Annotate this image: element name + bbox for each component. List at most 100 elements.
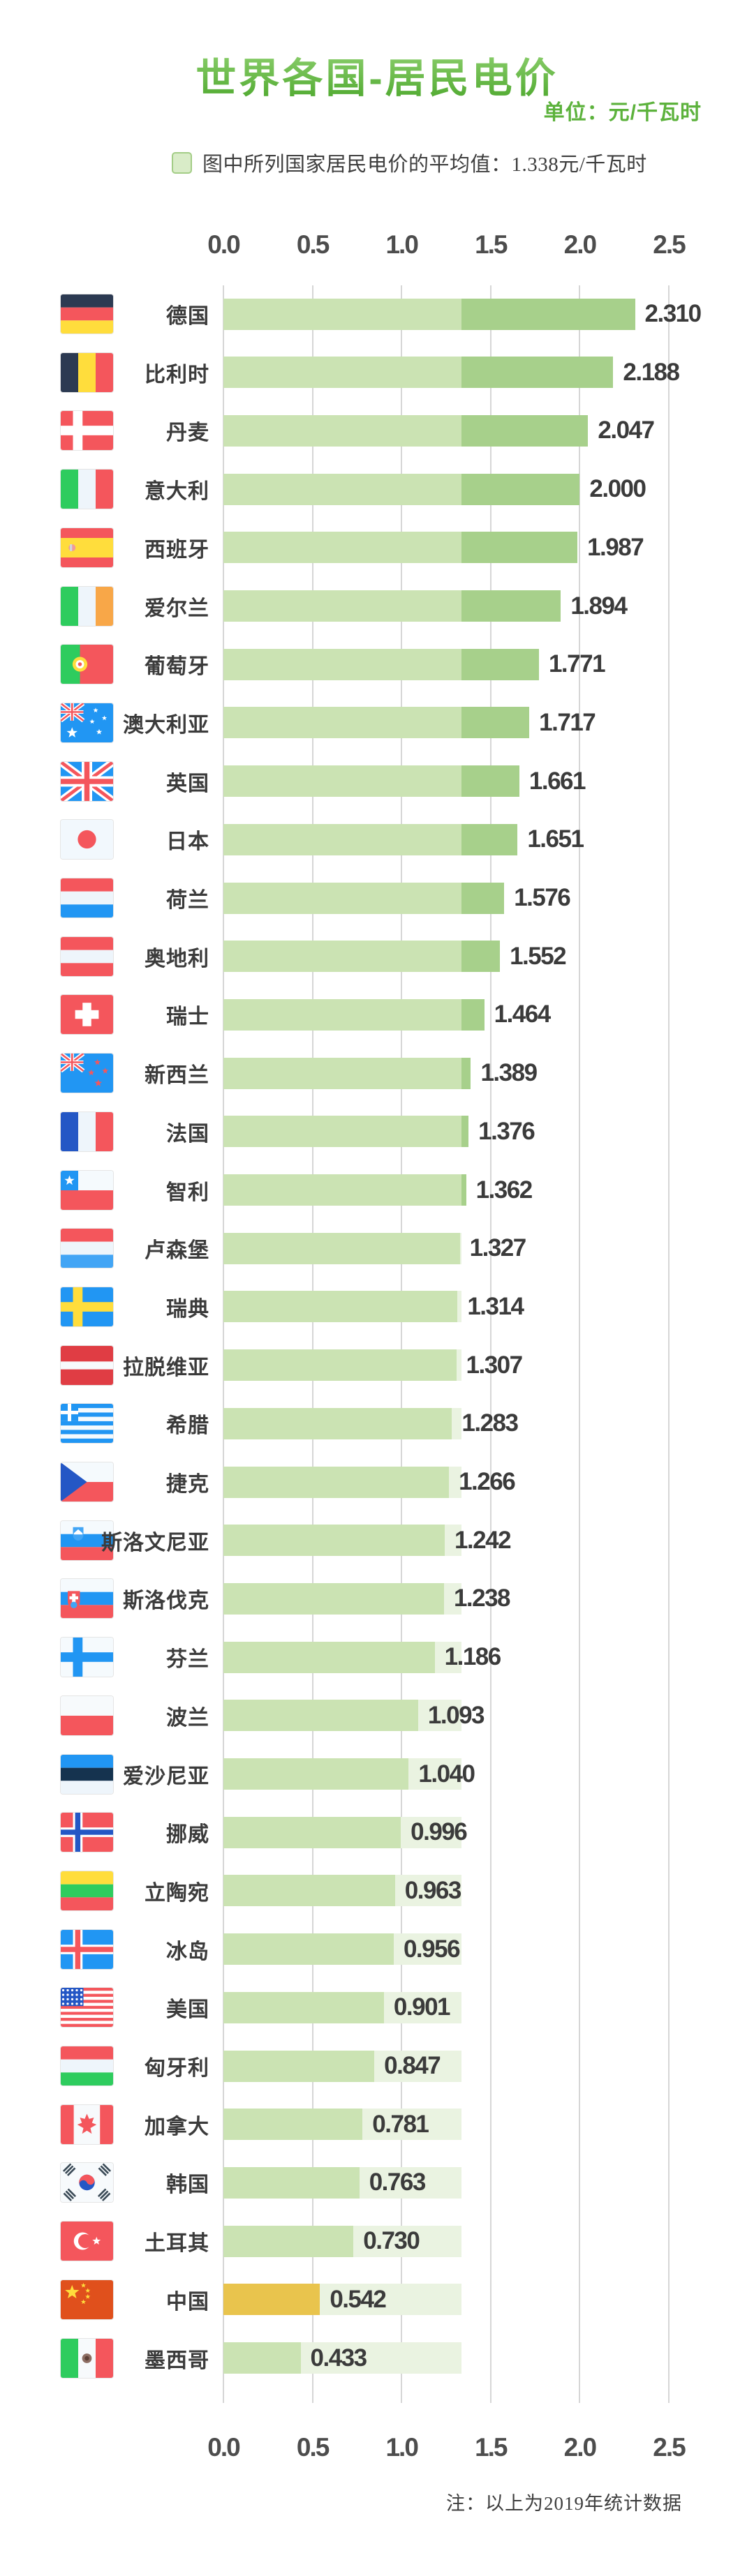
bar-segment-value xyxy=(223,1232,460,1264)
bar-segment-value xyxy=(223,1466,450,1498)
country-label: 芬兰 xyxy=(166,1648,209,1672)
x-tick-bottom-0.5: 0.5 xyxy=(296,2433,330,2462)
value-label: 1.242 xyxy=(454,1526,512,1554)
value-label: 1.327 xyxy=(469,1234,527,1262)
flag-icon-at xyxy=(60,936,114,977)
bar-track: 1.238 xyxy=(223,1582,669,1615)
chart-row-it: 意大利 2.000 xyxy=(0,460,754,518)
value-label: 1.552 xyxy=(510,942,567,970)
chart-row-lt: 立陶宛 0.963 xyxy=(0,1862,754,1920)
country-label: 法国 xyxy=(166,1122,209,1146)
bar-track: 0.542 xyxy=(223,2284,669,2316)
flag-icon-mx xyxy=(60,2337,114,2379)
bar-segment-value xyxy=(223,1349,457,1381)
bar-segment-value xyxy=(223,1758,409,1790)
chart-row-no: 挪威 0.996 xyxy=(0,1803,754,1862)
flag-icon-tr xyxy=(60,2221,114,2262)
bar-segment-above-average xyxy=(461,882,505,914)
value-label: 1.376 xyxy=(478,1117,535,1145)
flag-icon-ca xyxy=(60,2104,114,2145)
flag-icon-ee xyxy=(60,1753,114,1795)
value-label: 1.771 xyxy=(548,650,606,678)
country-label: 土耳其 xyxy=(145,2232,209,2256)
value-label: 1.362 xyxy=(475,1176,533,1204)
bar-segment-below-average xyxy=(223,707,462,739)
bar-segment-below-average xyxy=(223,473,462,505)
country-label: 日本 xyxy=(166,830,209,854)
flag-icon-no xyxy=(60,1812,114,1853)
chart-row-au: 澳大利亚 1.717 xyxy=(0,694,754,752)
chart-row-se: 瑞典 1.314 xyxy=(0,1278,754,1336)
bar-gap-to-average xyxy=(444,1525,462,1557)
bar-gap-to-average xyxy=(362,2109,462,2141)
bar-track: 1.362 xyxy=(223,1174,669,1206)
flag-icon-si xyxy=(60,1520,114,1561)
bar-gap-to-average xyxy=(359,2166,462,2199)
chart-row-gr: 希腊 1.283 xyxy=(0,1394,754,1453)
bar-segment-below-average xyxy=(223,882,462,914)
value-label: 0.433 xyxy=(310,2344,368,2372)
bar-segment-below-average xyxy=(223,1057,462,1089)
bar-segment-above-average xyxy=(461,765,519,797)
flag-icon-cl xyxy=(60,1169,114,1211)
bar-segment-value xyxy=(223,1407,452,1439)
value-label: 1.040 xyxy=(418,1760,475,1788)
flag-icon-sk xyxy=(60,1578,114,1619)
flag-icon-nl xyxy=(60,878,114,918)
country-label: 卢森堡 xyxy=(145,1239,209,1263)
x-tick-top-2.5: 2.5 xyxy=(653,230,686,259)
country-label: 捷克 xyxy=(166,1473,209,1496)
bar-track: 1.894 xyxy=(223,590,669,622)
value-label: 1.283 xyxy=(461,1409,519,1437)
value-label: 0.996 xyxy=(411,1818,468,1846)
flag-icon-be xyxy=(60,352,114,393)
bar-segment-value xyxy=(223,2109,363,2141)
country-label: 立陶宛 xyxy=(145,1881,209,1905)
bar-segment-above-average xyxy=(461,823,518,855)
unit-label: 单位：元/千瓦时 xyxy=(543,101,702,124)
chart-row-sk: 斯洛伐克 1.238 xyxy=(0,1569,754,1628)
bar-gap-to-average xyxy=(443,1582,462,1615)
average-legend: 图中所列国家居民电价的平均值：1.338元/千瓦时 xyxy=(172,148,647,177)
gridline-1.5 xyxy=(489,285,491,2403)
bar-segment-value xyxy=(223,1991,384,2023)
bar-track: 1.389 xyxy=(223,1057,669,1089)
value-label: 1.651 xyxy=(527,825,584,853)
value-label: 0.901 xyxy=(393,1993,451,2021)
chart-row-si: 斯洛文尼亚 1.242 xyxy=(0,1511,754,1570)
bar-segment-value xyxy=(223,2342,301,2374)
value-label: 2.000 xyxy=(589,475,646,503)
country-label: 澳大利亚 xyxy=(123,713,209,737)
bar-segment-value xyxy=(223,1700,418,1732)
x-tick-top-0.0: 0.0 xyxy=(207,230,240,259)
chart-row-kr: 韩国 0.763 xyxy=(0,2153,754,2212)
bar-segment-below-average xyxy=(223,941,462,973)
gridline-2.5 xyxy=(668,285,670,2403)
chart-row-pt: 葡萄牙 1.771 xyxy=(0,635,754,694)
bar-segment-below-average xyxy=(223,765,462,797)
bar-segment-value xyxy=(223,2225,354,2257)
x-tick-top-1.5: 1.5 xyxy=(475,230,508,259)
chart-row-cl: 智利 1.362 xyxy=(0,1161,754,1220)
bar-gap-to-average xyxy=(320,2284,462,2316)
value-label: 1.894 xyxy=(570,592,628,620)
bar-track: 0.901 xyxy=(223,1991,669,2023)
bar-segment-above-average xyxy=(461,590,561,622)
flag-icon-it xyxy=(60,469,114,510)
value-label: 2.047 xyxy=(598,417,655,444)
flag-icon-de xyxy=(60,294,114,334)
country-label: 瑞士 xyxy=(166,1005,209,1029)
flag-icon-au xyxy=(60,702,114,743)
country-label: 荷兰 xyxy=(166,889,209,912)
x-tick-bottom-1.5: 1.5 xyxy=(475,2433,508,2462)
country-label: 意大利 xyxy=(145,480,209,504)
flag-icon-gb xyxy=(60,761,114,802)
country-label: 比利时 xyxy=(145,363,209,387)
bar-gap-to-average xyxy=(394,1875,462,1907)
x-tick-bottom-2.0: 2.0 xyxy=(563,2433,597,2462)
bar-track: 2.188 xyxy=(223,357,680,389)
bar-segment-value xyxy=(223,1525,445,1557)
chart-row-ie: 爱尔兰 1.894 xyxy=(0,577,754,636)
flag-icon-dk xyxy=(60,410,114,451)
bar-track: 1.576 xyxy=(223,882,669,914)
